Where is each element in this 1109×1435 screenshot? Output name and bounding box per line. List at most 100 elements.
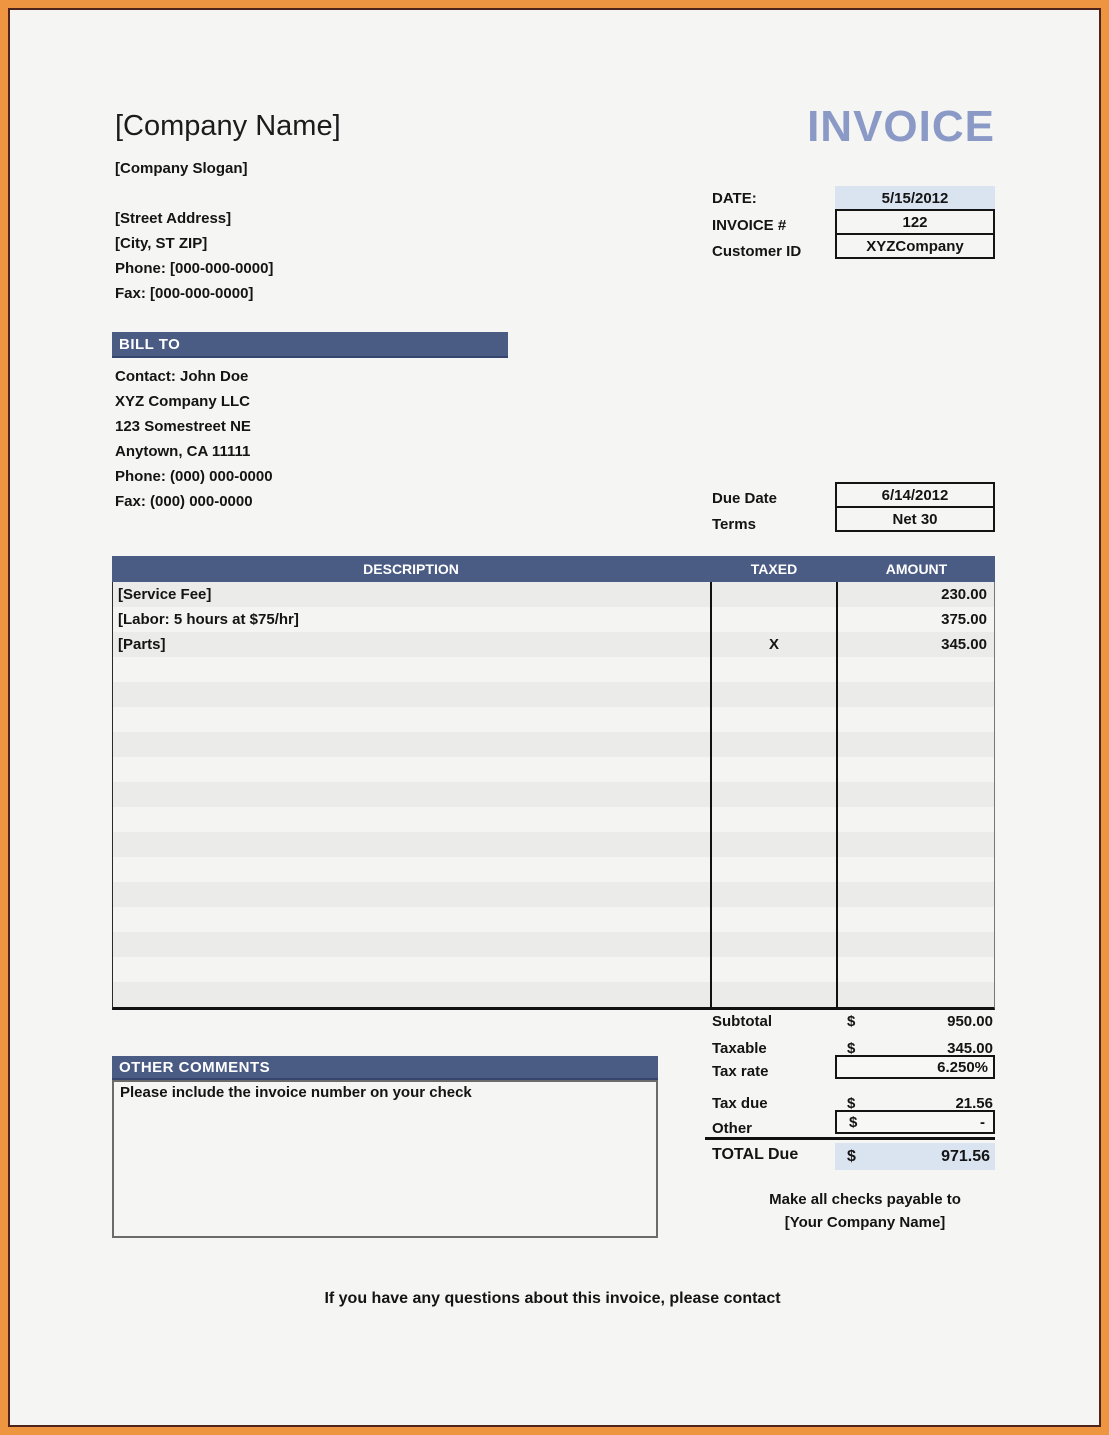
cell-amount[interactable] (838, 707, 991, 732)
payable-line1: Make all checks payable to (769, 1191, 961, 1208)
cell-taxed[interactable] (710, 807, 838, 832)
table-row[interactable] (113, 882, 994, 907)
bill-to-contact: Contact: John Doe (115, 368, 249, 385)
table-row[interactable] (113, 707, 994, 732)
invoice-number-cell[interactable]: 122 (835, 209, 995, 235)
line-items-header: DESCRIPTION TAXED AMOUNT (112, 556, 995, 582)
table-row[interactable] (113, 657, 994, 682)
cell-description[interactable] (113, 957, 710, 982)
tax-rate-cell[interactable]: 6.250% (835, 1055, 995, 1079)
table-row[interactable] (113, 682, 994, 707)
table-row[interactable] (113, 732, 994, 757)
bill-to-city: Anytown, CA 11111 (115, 443, 251, 460)
table-row[interactable] (113, 857, 994, 882)
terms-cell[interactable]: Net 30 (835, 506, 995, 532)
cell-description[interactable] (113, 832, 710, 857)
bill-to-phone: Phone: (000) 000-0000 (115, 468, 273, 485)
cell-taxed[interactable] (710, 607, 838, 632)
cell-amount[interactable] (838, 832, 991, 857)
cell-taxed[interactable] (710, 982, 838, 1007)
cell-description[interactable] (113, 757, 710, 782)
checks-payable-note: Make all checks payable to [Your Company… (670, 1188, 1060, 1234)
cell-taxed[interactable] (710, 757, 838, 782)
total-divider (705, 1137, 995, 1140)
table-row[interactable] (113, 782, 994, 807)
date-value-cell[interactable]: 5/15/2012 (835, 186, 995, 210)
cell-taxed[interactable] (710, 957, 838, 982)
due-date-label: Due Date (712, 490, 778, 507)
cell-taxed[interactable] (710, 707, 838, 732)
table-row[interactable] (113, 832, 994, 857)
cell-taxed[interactable]: X (710, 632, 838, 657)
cell-amount[interactable] (838, 732, 991, 757)
cell-description[interactable]: [Parts] (118, 636, 166, 653)
cell-taxed[interactable] (710, 932, 838, 957)
cell-taxed[interactable] (710, 832, 838, 857)
cell-taxed[interactable] (710, 732, 838, 757)
total-value: 971.56 (941, 1147, 990, 1165)
cell-amount[interactable] (838, 807, 991, 832)
bill-to-fax: Fax: (000) 000-0000 (115, 493, 253, 510)
cell-taxed[interactable] (710, 857, 838, 882)
invoice-title: INVOICE (807, 102, 995, 151)
cell-description[interactable]: [Labor: 5 hours at $75/hr] (118, 611, 299, 628)
cell-taxed[interactable] (710, 782, 838, 807)
cell-description[interactable] (113, 857, 710, 882)
table-row[interactable] (113, 907, 994, 932)
line-items-table: DESCRIPTION TAXED AMOUNT [Service Fee] 23… (112, 556, 995, 1010)
cell-taxed[interactable] (710, 582, 838, 607)
cell-description[interactable] (113, 932, 710, 957)
customer-id-cell[interactable]: XYZCompany (835, 233, 995, 259)
cell-description[interactable] (113, 982, 710, 1007)
cell-amount[interactable] (838, 882, 991, 907)
table-row[interactable] (113, 807, 994, 832)
subtotal-value: 950.00 (947, 1013, 993, 1030)
cell-amount[interactable] (838, 657, 991, 682)
cell-description[interactable] (113, 682, 710, 707)
cell-taxed[interactable] (710, 882, 838, 907)
cell-taxed[interactable] (710, 907, 838, 932)
cell-amount[interactable] (838, 907, 991, 932)
header-taxed: TAXED (750, 561, 798, 577)
payable-line2: [Your Company Name] (784, 1214, 946, 1231)
cell-description[interactable] (113, 707, 710, 732)
cell-amount[interactable] (838, 932, 991, 957)
cell-amount[interactable]: 230.00 (941, 586, 987, 603)
company-name: [Company Name] (115, 110, 341, 142)
taxable-currency: $ (847, 1040, 856, 1057)
cell-description[interactable] (113, 807, 710, 832)
cell-amount[interactable] (838, 782, 991, 807)
other-label: Other (712, 1120, 753, 1137)
other-comments-box[interactable]: Please include the invoice number on you… (112, 1080, 658, 1238)
cell-amount[interactable] (838, 682, 991, 707)
cell-taxed[interactable] (710, 657, 838, 682)
bill-to-header: BILL TO (112, 332, 508, 358)
table-row[interactable] (113, 932, 994, 957)
bill-to-block: Contact: John Doe XYZ Company LLC 123 So… (115, 364, 273, 514)
table-row[interactable] (113, 957, 994, 982)
cell-taxed[interactable] (710, 682, 838, 707)
cell-description[interactable] (113, 782, 710, 807)
table-row[interactable] (113, 757, 994, 782)
cell-amount[interactable] (838, 957, 991, 982)
cell-description[interactable] (113, 732, 710, 757)
table-row[interactable]: [Service Fee] 230.00 (113, 582, 994, 607)
table-row[interactable]: [Labor: 5 hours at $75/hr] 375.00 (113, 607, 994, 632)
other-cell[interactable]: $ - (835, 1110, 995, 1134)
cell-amount[interactable] (838, 982, 991, 1007)
cell-description[interactable] (113, 657, 710, 682)
due-date-cell[interactable]: 6/14/2012 (835, 482, 995, 508)
cell-description[interactable]: [Service Fee] (118, 586, 212, 603)
cell-amount[interactable]: 375.00 (941, 611, 987, 628)
cell-amount[interactable]: 345.00 (941, 636, 987, 653)
cell-amount[interactable] (838, 757, 991, 782)
subtotal-label: Subtotal (712, 1013, 772, 1030)
cell-description[interactable] (113, 907, 710, 932)
cell-amount[interactable] (838, 857, 991, 882)
table-row[interactable]: [Parts] X 345.00 (113, 632, 994, 657)
table-row[interactable] (113, 982, 994, 1007)
cell-description[interactable] (113, 882, 710, 907)
invoice-number-label: INVOICE # (712, 217, 787, 234)
customer-id-label: Customer ID (712, 243, 802, 260)
